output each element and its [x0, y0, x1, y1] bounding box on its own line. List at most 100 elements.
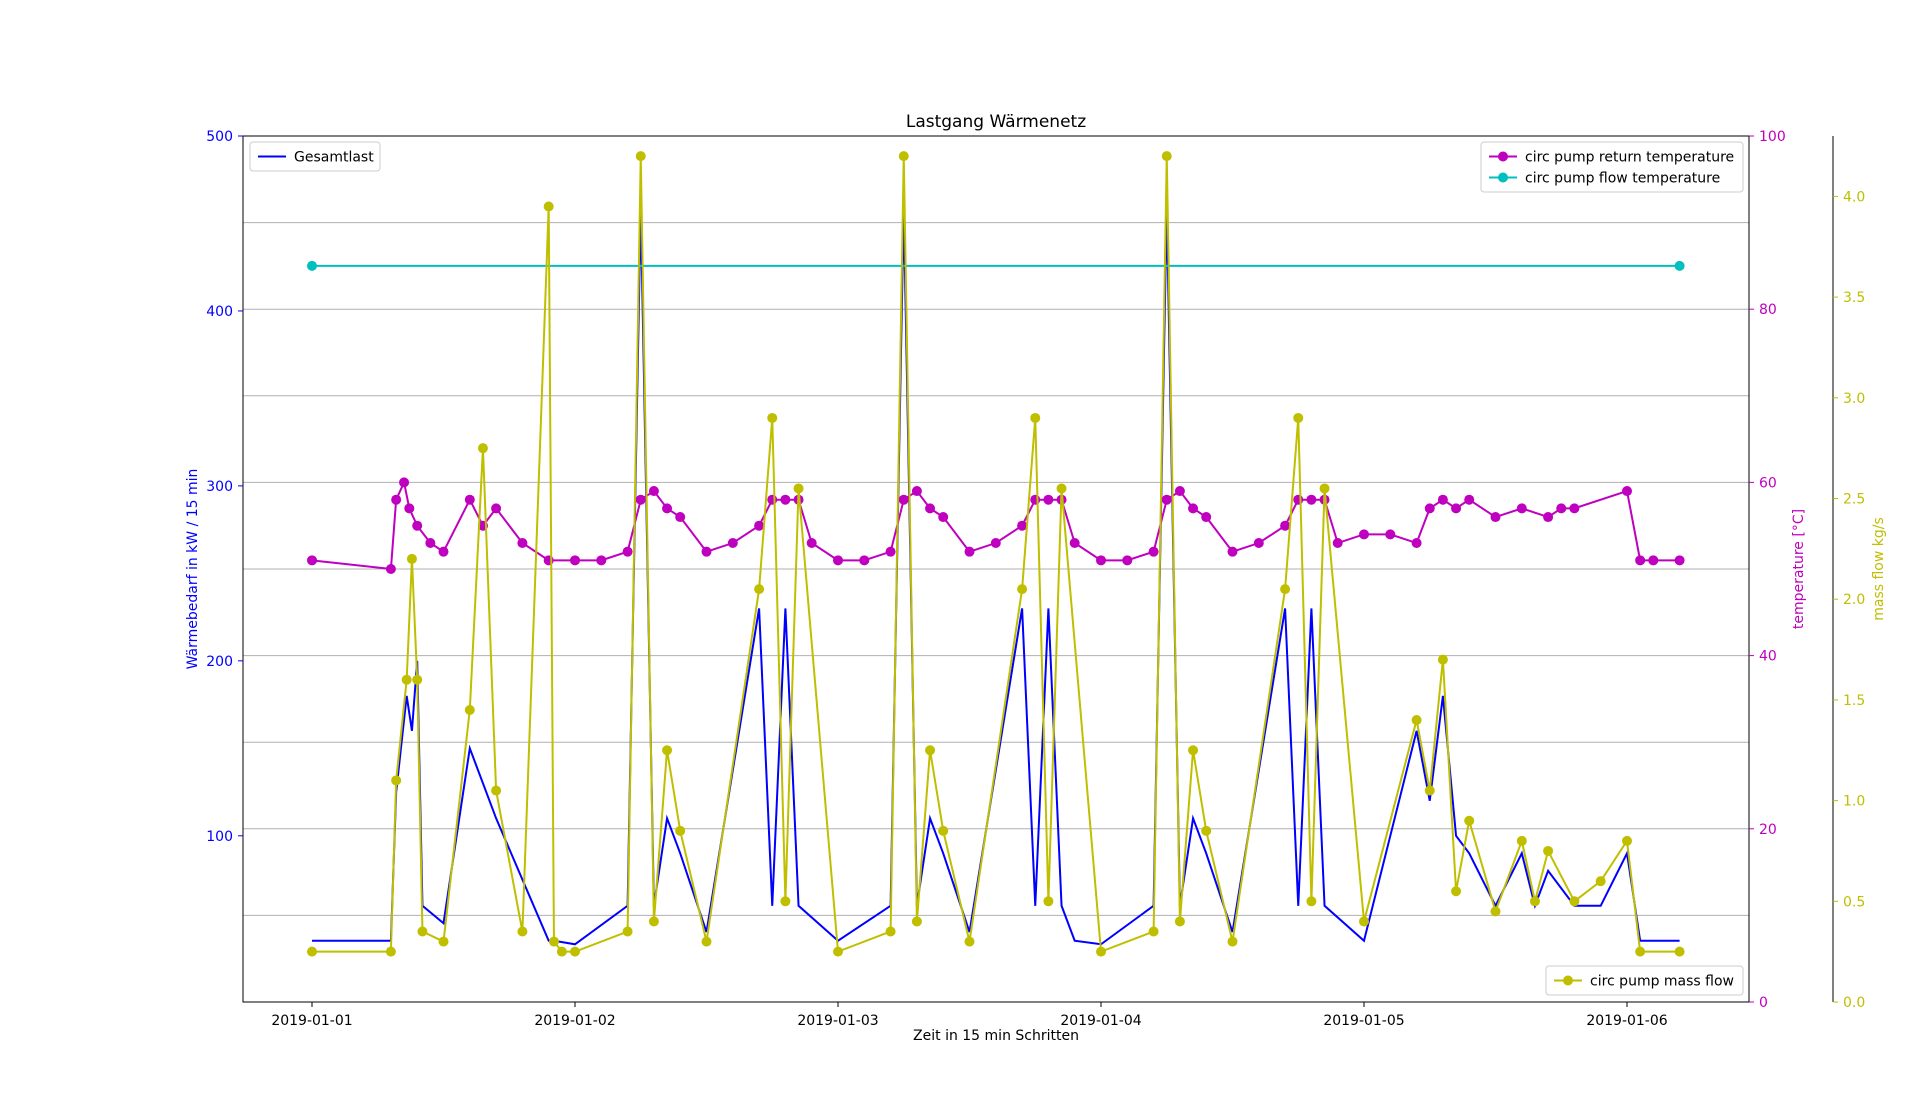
mass-flow-axis-tick-label: 2.0: [1843, 592, 1865, 608]
circ-pump-mass-flow-point: [464, 704, 475, 715]
circ-pump-mass-flow-point: [662, 745, 673, 756]
temperature-axis-tick-label: 100: [1759, 129, 1786, 145]
circ-pump-mass-flow-point: [477, 443, 488, 454]
mass-flow-axis-tick-label: 3.5: [1843, 290, 1865, 306]
circ-pump-flow-temperature-point: [307, 260, 317, 271]
circ-pump-return-temperature-point: [425, 538, 436, 549]
circ-pump-return-temperature-point: [1188, 503, 1199, 514]
circ-pump-mass-flow-point: [1529, 896, 1540, 907]
x-axis-tick-label: 2019-01-02: [534, 1013, 615, 1029]
circ-pump-return-temperature-point: [391, 494, 402, 505]
circ-pump-return-temperature-point: [727, 538, 738, 549]
legend-layer: Gesamtlast circ pump return temperature ci…: [249, 141, 1744, 996]
circ-pump-return-temperature-point: [1280, 520, 1291, 531]
circ-pump-mass-flow-point: [438, 936, 449, 947]
circ-pump-return-temperature-point: [1306, 494, 1317, 505]
circ-pump-return-temperature-point: [754, 520, 765, 531]
circ-pump-return-temperature-point: [1437, 494, 1448, 505]
legend-box: [1545, 965, 1744, 996]
circ-pump-return-temperature-point: [1569, 503, 1580, 514]
circ-pump-return-temperature-point: [911, 486, 922, 497]
circ-pump-mass-flow-point: [1359, 916, 1369, 927]
circ-pump-mass-flow-point: [1174, 916, 1185, 927]
circ-pump-mass-flow-point: [701, 936, 712, 947]
circ-pump-return-temperature-point: [859, 555, 870, 566]
circ-pump-return-temperature-point: [964, 546, 975, 557]
circ-pump-return-temperature-point: [399, 477, 410, 488]
left-axis-tick-label: 400: [206, 304, 233, 320]
circ-pump-mass-flow-point: [1227, 936, 1238, 947]
legend-box: [1480, 141, 1744, 193]
legend-box: [249, 141, 381, 172]
legend-marker-circ-pump-return-temperature: [1498, 151, 1508, 162]
circ-pump-return-temperature-point: [1148, 546, 1159, 557]
circ-pump-return-temperature-point: [1635, 555, 1646, 566]
circ-pump-mass-flow-point: [885, 926, 896, 937]
circ-pump-mass-flow-point: [1595, 876, 1606, 887]
legend-label-circ-pump-flow-temperature: circ pump flow temperature: [1525, 171, 1720, 187]
series-layer: [307, 151, 1685, 957]
circ-pump-return-temperature-point: [1622, 486, 1632, 497]
circ-pump-mass-flow-point: [391, 775, 402, 786]
mass-flow-axis-tick-label: 1.5: [1843, 693, 1865, 709]
legend-marker-circ-pump-mass-flow: [1563, 975, 1573, 986]
circ-pump-return-temperature-point: [1385, 529, 1396, 540]
circ-pump-mass-flow-point: [1293, 412, 1304, 423]
circ-pump-return-temperature-point: [596, 555, 607, 566]
left-axis-tick-label: 200: [206, 654, 233, 670]
circ-pump-mass-flow-point: [1437, 654, 1448, 665]
circ-pump-mass-flow-point: [401, 674, 412, 685]
circ-pump-mass-flow-point: [412, 674, 423, 685]
circ-pump-return-temperature-point: [675, 512, 686, 523]
legend-marker-circ-pump-flow-temperature: [1498, 172, 1508, 183]
circ-pump-return-temperature-point: [662, 503, 673, 514]
left-axis-tick-label: 100: [206, 829, 233, 845]
circ-pump-mass-flow-point: [406, 553, 417, 564]
circ-pump-mass-flow-point: [556, 946, 567, 957]
circ-pump-mass-flow-point: [1017, 584, 1028, 595]
circ-pump-mass-flow-point: [1411, 715, 1422, 726]
circ-pump-mass-flow-point: [1622, 835, 1632, 846]
circ-pump-return-temperature-point: [1017, 520, 1028, 531]
circ-pump-mass-flow-point: [1319, 483, 1330, 494]
axes-layer: 100 200 300 400 500 0 20 40 60 80 100 0.0 0.5 1.0 1.5 2…: [206, 129, 1865, 1029]
circ-pump-mass-flow-point: [1516, 835, 1527, 846]
circ-pump-mass-flow-point: [754, 584, 765, 595]
circ-pump-return-temperature-point: [648, 486, 659, 497]
circ-pump-return-temperature-point: [464, 494, 475, 505]
circ-pump-mass-flow-point: [1569, 896, 1580, 907]
temperature-axis-label: temperature [°C]: [1791, 509, 1807, 629]
circ-pump-return-temperature-point: [1201, 512, 1212, 523]
circ-pump-mass-flow-point: [1201, 825, 1212, 836]
mass-flow-axis-tick-label: 0.0: [1843, 995, 1865, 1011]
circ-pump-return-temperature-point: [622, 546, 633, 557]
circ-pump-return-temperature-point: [1161, 494, 1172, 505]
circ-pump-return-temperature-point: [1332, 538, 1343, 549]
temperature-axis-tick-label: 60: [1759, 475, 1777, 491]
circ-pump-return-temperature-point: [1543, 512, 1554, 523]
circ-pump-return-temperature-point: [307, 555, 317, 566]
circ-pump-return-temperature-point: [780, 494, 791, 505]
circ-pump-return-temperature-point: [1122, 555, 1133, 566]
circ-pump-return-temperature-point: [806, 538, 817, 549]
circ-pump-return-temperature-point: [1674, 555, 1685, 566]
circ-pump-return-temperature-point: [1069, 538, 1080, 549]
mass-flow-axis-tick-label: 2.5: [1843, 492, 1865, 508]
circ-pump-mass-flow-point: [570, 946, 580, 957]
circ-pump-return-temperature-point: [1424, 503, 1435, 514]
temperature-axis-tick-label: 80: [1759, 302, 1777, 318]
circ-pump-return-temperature-point: [833, 555, 843, 566]
circ-pump-mass-flow-point: [898, 151, 909, 162]
circ-pump-return-temperature-point: [990, 538, 1001, 549]
circ-pump-mass-flow-point: [1056, 483, 1067, 494]
temperature-axis-tick-label: 20: [1759, 822, 1777, 838]
circ-pump-return-temperature-point: [1648, 555, 1659, 566]
circ-pump-mass-flow-point: [675, 825, 686, 836]
circ-pump-return-temperature-point: [1556, 503, 1567, 514]
circ-pump-return-temperature-point: [1411, 538, 1422, 549]
circ-pump-mass-flow-point: [1043, 896, 1054, 907]
legend-label-circ-pump-mass-flow: circ pump mass flow: [1590, 974, 1734, 990]
circ-pump-return-temperature-point: [1516, 503, 1527, 514]
